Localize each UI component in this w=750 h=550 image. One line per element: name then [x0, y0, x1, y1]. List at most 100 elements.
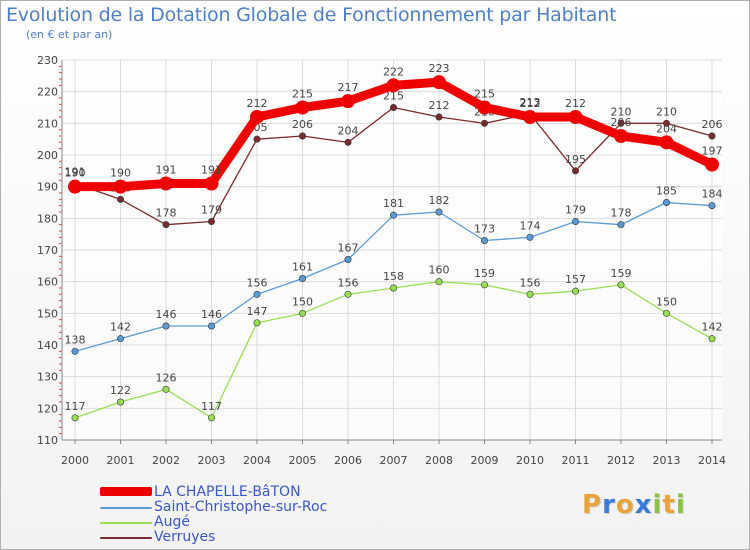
data-label: 126 [156, 371, 177, 384]
data-label: 210 [611, 105, 632, 118]
data-point [523, 110, 537, 124]
legend-swatch [100, 507, 152, 509]
y-tick-label: 150 [37, 307, 58, 320]
data-label: 206 [611, 116, 632, 129]
data-label: 206 [292, 118, 313, 131]
data-label: 178 [156, 207, 177, 220]
data-point [253, 290, 261, 298]
data-point [298, 274, 306, 282]
logo-letter: r [602, 490, 616, 520]
data-label: 185 [656, 185, 677, 198]
data-point [526, 233, 534, 241]
y-tick-label: 180 [37, 212, 58, 225]
x-tick-label: 2011 [562, 454, 590, 467]
data-point [480, 237, 488, 245]
data-point [250, 110, 264, 124]
legend-swatch [100, 522, 152, 524]
data-label: 222 [383, 65, 404, 78]
data-point [204, 176, 219, 191]
x-tick-label: 2001 [107, 454, 135, 467]
data-point [708, 202, 716, 210]
data-label: 212 [429, 99, 450, 112]
data-point [295, 100, 310, 115]
data-label: 215 [383, 90, 404, 103]
data-label: 215 [292, 88, 313, 101]
y-tick-label: 220 [37, 86, 58, 99]
data-label: 179 [565, 204, 586, 217]
data-label: 146 [156, 308, 177, 321]
logo-letter: t [662, 490, 676, 520]
x-tick-label: 2003 [198, 454, 226, 467]
data-point [571, 287, 579, 295]
data-point [662, 309, 670, 317]
logo-letter: o [615, 490, 635, 520]
data-point [208, 414, 216, 422]
data-point [614, 129, 628, 143]
data-label: 195 [565, 153, 586, 166]
x-tick-label: 2010 [516, 454, 544, 467]
data-label: 167 [338, 242, 359, 255]
data-point [117, 195, 125, 203]
data-point [253, 135, 261, 143]
data-label: 204 [338, 124, 359, 137]
legend-label: Saint-Christophe-sur-Roc [154, 499, 328, 515]
x-tick-label: 2006 [334, 454, 362, 467]
data-point [344, 290, 352, 298]
data-point [480, 119, 488, 127]
legend-label: Verruyes [154, 529, 216, 545]
legend-swatch [100, 537, 152, 539]
y-tick-label: 230 [37, 54, 58, 67]
data-point [571, 167, 579, 175]
data-point [344, 255, 352, 263]
data-point [617, 281, 625, 289]
logo-letter: P [582, 490, 603, 520]
data-label: 223 [429, 62, 450, 75]
logo-letter: i [675, 490, 686, 520]
data-point [617, 119, 625, 127]
data-point [389, 284, 397, 292]
data-label: 159 [474, 267, 495, 280]
y-tick-label: 160 [37, 276, 58, 289]
data-point [113, 179, 128, 194]
data-point [708, 335, 716, 343]
data-point [208, 322, 216, 330]
data-label: 173 [474, 223, 495, 236]
logo-letter: i [652, 490, 663, 520]
x-tick-label: 2004 [243, 454, 271, 467]
data-point [386, 78, 401, 93]
data-point [341, 94, 355, 109]
data-label: 146 [201, 308, 222, 321]
data-label: 212 [565, 97, 586, 110]
y-tick-label: 200 [37, 149, 58, 162]
data-label: 159 [611, 267, 632, 280]
proxiti-logo: Proxiti [582, 490, 686, 520]
data-point [208, 218, 216, 226]
data-point [571, 218, 579, 226]
data-point [480, 281, 488, 289]
x-tick-label: 2014 [698, 454, 726, 467]
data-label: 179 [201, 204, 222, 217]
data-point [298, 132, 306, 140]
data-label: 197 [702, 145, 723, 158]
x-tick-label: 2007 [380, 454, 408, 467]
data-label: 204 [656, 122, 677, 135]
data-label: 117 [201, 400, 222, 413]
logo-letter: x [634, 490, 653, 520]
data-label: 174 [520, 219, 541, 232]
data-point [435, 208, 443, 216]
data-label: 156 [520, 276, 541, 289]
data-label: 142 [110, 321, 131, 334]
legend-swatch [100, 487, 152, 496]
data-label: 182 [429, 194, 450, 207]
y-tick-label: 170 [37, 244, 58, 257]
data-point [662, 199, 670, 207]
data-label: 157 [565, 273, 586, 286]
data-label: 184 [702, 188, 723, 201]
data-point [162, 221, 170, 229]
x-tick-label: 2009 [471, 454, 499, 467]
data-point [526, 290, 534, 298]
data-point [162, 385, 170, 393]
data-label: 206 [702, 118, 723, 131]
data-label: 215 [474, 88, 495, 101]
